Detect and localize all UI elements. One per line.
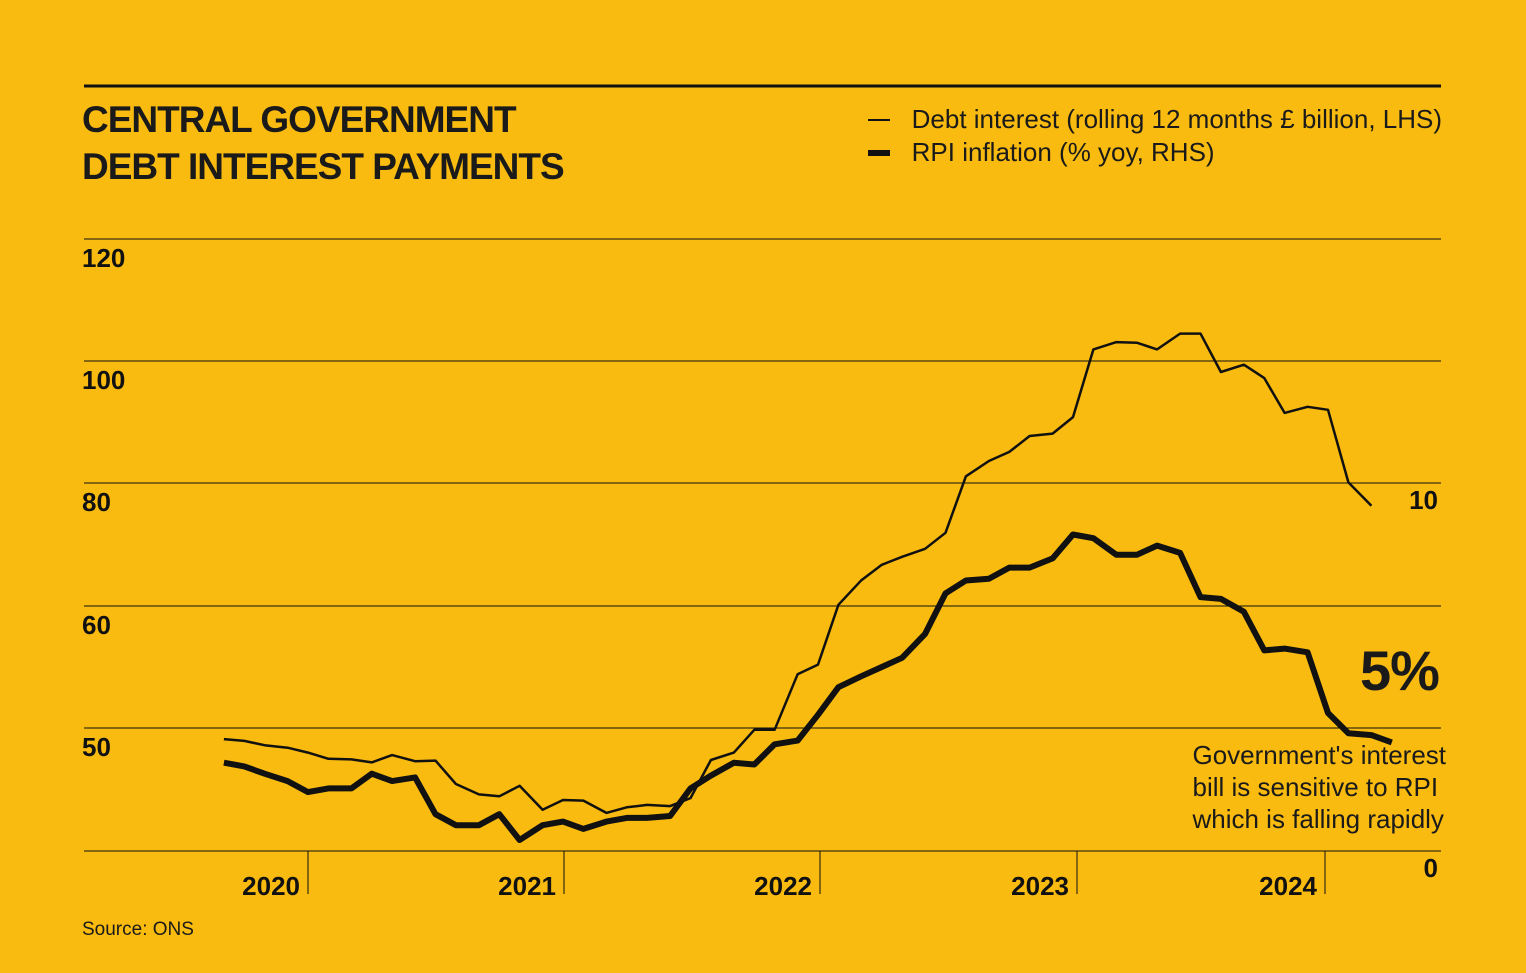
annotation-line: bill is sensitive to RPI	[1192, 772, 1439, 802]
legend-swatch-thick	[867, 149, 890, 156]
y-left-tick-label: 100	[82, 365, 125, 395]
legend-label: Debt interest (rolling 12 months £ billi…	[911, 104, 1442, 134]
x-tick-label: 2023	[1011, 871, 1069, 901]
y-left-tick-label: 60	[82, 610, 111, 640]
y-left-tick-label: 80	[82, 487, 111, 517]
annotation-line: which is falling rapidly	[1192, 804, 1444, 834]
x-tick-label: 2024	[1259, 871, 1317, 901]
annotation-line: Government's interest	[1192, 740, 1446, 770]
chart-title-line: DEBT INTEREST PAYMENTS	[82, 146, 565, 187]
y-left-tick-label: 120	[82, 243, 125, 273]
series-line-rpi	[223, 531, 1393, 843]
x-tick-label: 2022	[754, 871, 812, 901]
source-note: Source: ONS	[82, 919, 194, 940]
y-right-tick-label: 10	[1409, 485, 1438, 515]
legend-item-rpi: RPI inflation (% yoy, RHS)	[867, 136, 1442, 169]
annotation-callout: Government's interest bill is sensitive …	[1192, 739, 1446, 835]
legend-item-debt-interest: Debt interest (rolling 12 months £ billi…	[867, 103, 1442, 136]
y-left-tick-label: 50	[82, 732, 111, 762]
series-line-debt-interest	[223, 332, 1373, 815]
series-lines	[223, 332, 1393, 843]
end-value-label: 5%	[1360, 639, 1440, 702]
legend-swatch-thin	[867, 118, 890, 121]
legend-label: RPI inflation (% yoy, RHS)	[911, 137, 1215, 167]
gridlines	[84, 84, 1441, 894]
x-tick-label: 2020	[242, 871, 300, 901]
chart-title-line: CENTRAL GOVERNMENT	[82, 99, 517, 140]
chart-title: CENTRAL GOVERNMENT DEBT INTEREST PAYMENT…	[82, 96, 565, 190]
x-tick-label: 2021	[498, 871, 556, 901]
y-right-tick-label: 0	[1424, 853, 1438, 883]
legend: Debt interest (rolling 12 months £ billi…	[867, 103, 1442, 169]
